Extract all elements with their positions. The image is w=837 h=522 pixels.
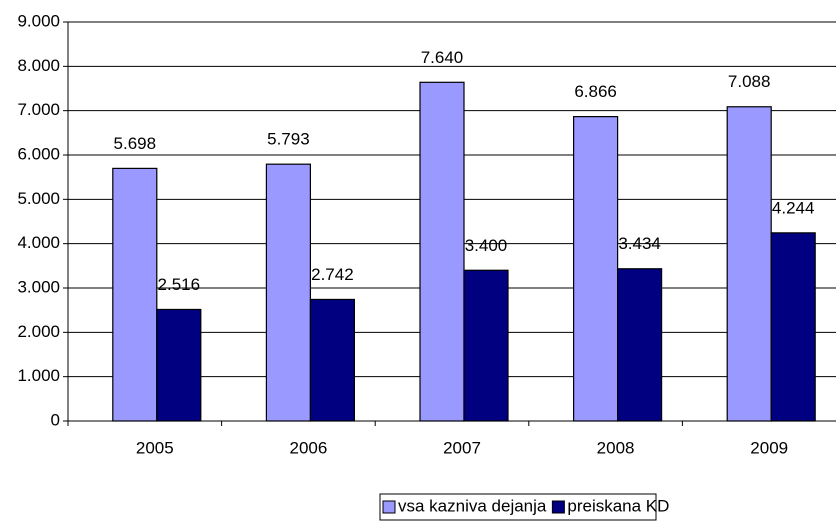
legend-label: vsa kazniva dejanja [398,496,547,515]
bar [616,268,663,422]
legend-swatch [551,500,565,514]
bar [572,116,619,422]
y-tick-label: 5.000 [17,189,60,208]
data-label: 3.434 [618,234,661,253]
bar [770,232,816,422]
bar [156,308,202,422]
data-label: 4.244 [772,198,815,217]
data-label: 7.088 [728,72,771,91]
x-tick-label: 2008 [597,438,635,457]
bar [265,163,311,422]
x-tick-label: 2007 [443,438,481,457]
y-tick-label: 1.000 [17,366,60,385]
y-tick-label: 7.000 [17,100,60,119]
x-tick-label: 2009 [750,438,788,457]
x-tick-label: 2005 [136,438,174,457]
bar [112,167,158,422]
data-label: 7.640 [421,48,464,67]
legend-frame [379,493,657,521]
y-tick-label: 2.000 [17,322,60,341]
x-tick-label: 2006 [289,438,327,457]
data-label: 2.742 [311,265,354,284]
data-label: 5.793 [267,130,310,149]
y-tick-label: 3.000 [17,277,60,296]
bar [463,269,509,422]
bar [419,81,465,422]
bar [309,298,355,422]
y-tick-label: 8.000 [17,56,60,75]
y-tick-label: 6.000 [17,144,60,163]
y-tick-label: 0 [51,410,60,429]
data-label: 2.516 [158,275,201,294]
legend-label: preiskana KD [567,496,669,515]
data-label: 3.400 [465,236,508,255]
legend-swatch [382,500,396,514]
bar [726,106,772,422]
y-tick-label: 4.000 [17,233,60,252]
data-label: 6.866 [574,82,617,101]
y-tick-label: 9.000 [17,11,60,30]
data-label: 5.698 [114,134,157,153]
